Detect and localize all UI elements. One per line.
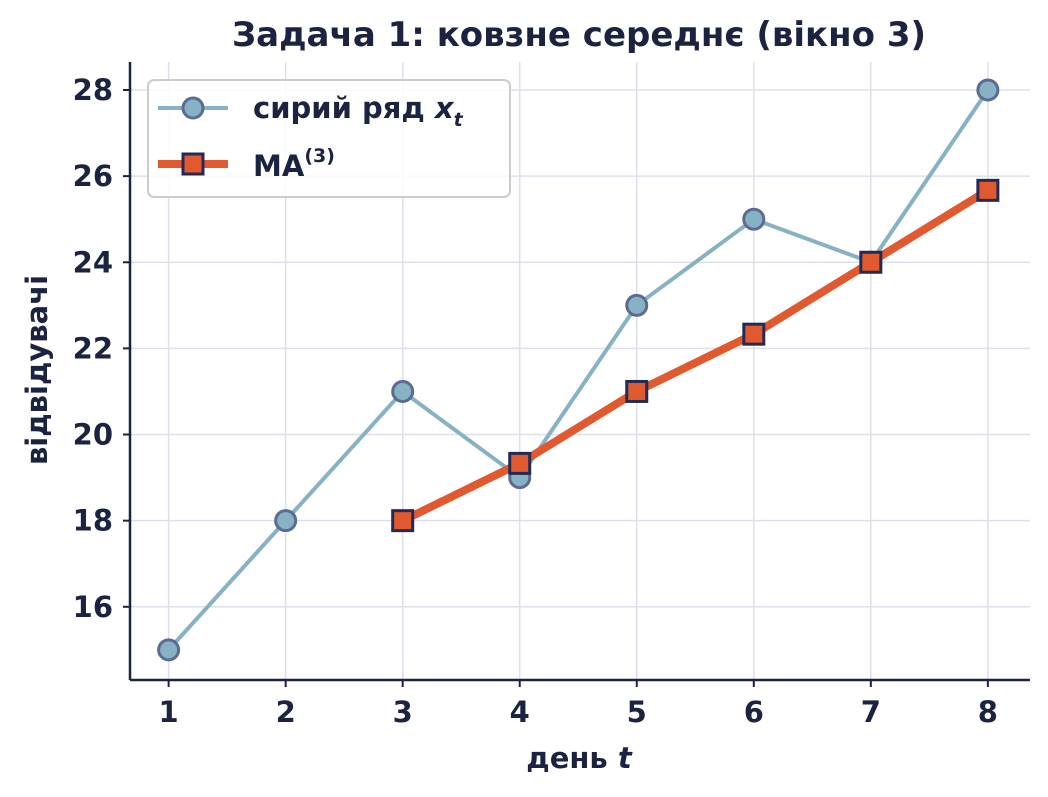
y-tick-label: 20: [73, 418, 113, 452]
y-tick-label: 26: [73, 159, 113, 193]
raw-data-point: [625, 293, 649, 317]
raw-data-point: [976, 78, 1000, 102]
x-tick-label: 7: [861, 695, 881, 729]
legend-raw-marker: [181, 96, 205, 120]
y-tick-label: 18: [73, 504, 113, 538]
x-tick-label: 3: [393, 695, 413, 729]
x-tick-label: 1: [159, 695, 179, 729]
legend-ma-label: MA(3): [253, 145, 335, 183]
y-tick-label: 16: [73, 590, 113, 624]
x-tick-label: 5: [627, 695, 647, 729]
plot-area: [157, 78, 1000, 662]
ma-data-point: [976, 178, 1000, 202]
ma-data-point: [859, 250, 883, 274]
raw-data-point: [742, 207, 766, 231]
y-tick-label: 28: [73, 73, 113, 107]
ma-data-point: [625, 379, 649, 403]
y-tick-label: 22: [73, 331, 113, 365]
tick-labels: 1 2 3 4 5 6 7 8 16 18 20 22 24 26 28: [73, 73, 998, 729]
y-tick-label: 24: [73, 245, 113, 279]
raw-data-point: [274, 509, 298, 533]
x-tick-label: 4: [510, 695, 530, 729]
chart-title: Задача 1: ковзне середнє (вікно 3): [232, 15, 926, 55]
legend: сирий ряд xt MA(3): [147, 79, 511, 198]
ma-data-point: [391, 509, 415, 533]
x-tick-label: 8: [978, 695, 998, 729]
ma-data-point: [508, 451, 532, 475]
raw-data-point: [391, 379, 415, 403]
series-line-0: [167, 88, 990, 652]
ma-data-point: [742, 322, 766, 346]
x-tick-label: 6: [744, 695, 764, 729]
legend-ma-marker: [181, 152, 205, 176]
x-tick-label: 2: [276, 695, 296, 729]
x-axis-label: день t: [526, 741, 633, 775]
series-line-1: [400, 186, 990, 525]
raw-data-point: [157, 638, 181, 662]
legend-raw-label: сирий ряд xt: [253, 91, 464, 131]
legend-frame: [147, 79, 511, 198]
y-axis-label: відвідувачі: [20, 275, 54, 465]
axes: [123, 62, 1030, 687]
